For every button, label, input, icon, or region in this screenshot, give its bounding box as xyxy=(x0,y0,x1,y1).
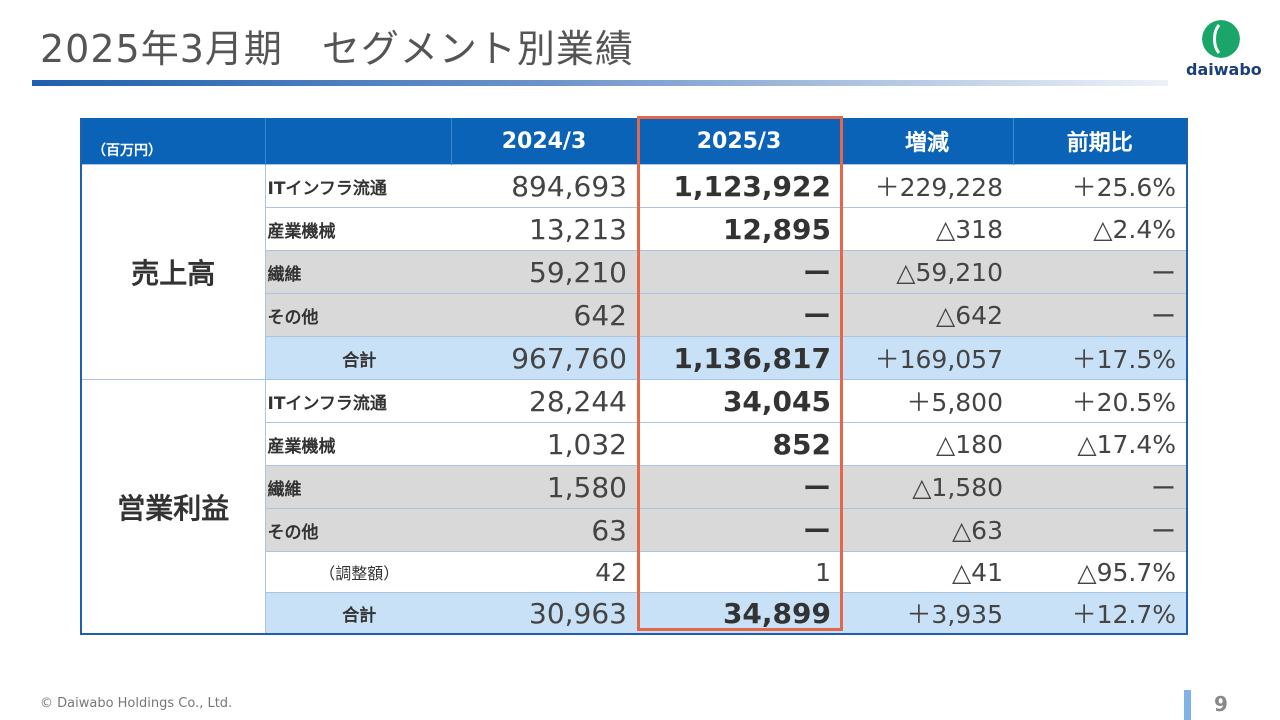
value-2024: 42 xyxy=(451,551,637,593)
value-change: △1,580 xyxy=(841,465,1013,509)
group-sales-label: 売上高 xyxy=(81,164,266,380)
row-label: 繊維 xyxy=(265,250,451,294)
row-label: ITインフラ流通 xyxy=(265,164,451,208)
value-2024: 28,244 xyxy=(451,379,637,423)
table-row-total: 合計 30,963 34,899 ＋3,935 ＋12.7% xyxy=(81,592,1187,634)
header-2024: 2024/3 xyxy=(451,118,638,165)
value-2025: 1,136,817 xyxy=(637,336,841,380)
unit-label: （百万円） xyxy=(81,118,266,165)
value-change: △41 xyxy=(841,551,1013,593)
table-row: 繊維 1,580 ー △1,580 ー xyxy=(81,465,1187,509)
value-ratio: △2.4% xyxy=(1013,207,1187,251)
row-label: 合計 xyxy=(265,592,451,634)
value-2024: 1,580 xyxy=(451,465,637,509)
value-change: △180 xyxy=(841,422,1013,466)
table-row: 繊維 59,210 ー △59,210 ー xyxy=(81,250,1187,294)
row-label: ITインフラ流通 xyxy=(265,379,451,423)
value-ratio: ー xyxy=(1013,508,1187,552)
value-2025: ー xyxy=(637,293,841,337)
value-2024: 1,032 xyxy=(451,422,637,466)
value-2024: 894,693 xyxy=(451,164,637,208)
value-change: ＋229,228 xyxy=(841,164,1013,208)
table-row-adjustment: （調整額） 42 1 △41 △95.7% xyxy=(81,551,1187,593)
value-2025: ー xyxy=(637,508,841,552)
table-row: その他 642 ー △642 ー xyxy=(81,293,1187,337)
header-change: 増減 xyxy=(841,118,1014,165)
table-row: 産業機械 1,032 852 △180 △17.4% xyxy=(81,422,1187,466)
value-ratio: △17.4% xyxy=(1013,422,1187,466)
value-2025: 1,123,922 xyxy=(637,164,841,208)
group-operating-income-label: 営業利益 xyxy=(81,379,266,634)
header-2025: 2025/3 xyxy=(637,118,842,165)
value-change: ＋169,057 xyxy=(841,336,1013,380)
value-2024: 30,963 xyxy=(451,592,637,634)
table-row: その他 63 ー △63 ー xyxy=(81,508,1187,552)
logo-text: daiwabo xyxy=(1186,60,1262,79)
daiwabo-logo-icon xyxy=(1202,20,1240,58)
header-blank xyxy=(265,118,452,165)
row-label: （調整額） xyxy=(265,551,451,593)
value-2024: 59,210 xyxy=(451,250,637,294)
segment-results-table: （百万円） 2024/3 2025/3 増減 前期比 売上高 ITインフラ流通 … xyxy=(80,118,1188,635)
row-label: 産業機械 xyxy=(265,207,451,251)
value-2024: 967,760 xyxy=(451,336,637,380)
table-row-total: 合計 967,760 1,136,817 ＋169,057 ＋17.5% xyxy=(81,336,1187,380)
row-label: 合計 xyxy=(265,336,451,380)
value-2025: 34,045 xyxy=(637,379,841,423)
row-label: 産業機械 xyxy=(265,422,451,466)
value-change: △318 xyxy=(841,207,1013,251)
value-2025: 1 xyxy=(637,551,841,593)
table-row: 産業機械 13,213 12,895 △318 △2.4% xyxy=(81,207,1187,251)
value-ratio: ＋12.7% xyxy=(1013,592,1187,634)
page-number: 9 xyxy=(1214,692,1228,716)
value-2024: 642 xyxy=(451,293,637,337)
title-underline xyxy=(32,80,1168,86)
value-change: ＋5,800 xyxy=(841,379,1013,423)
value-ratio: ー xyxy=(1013,465,1187,509)
value-change: ＋3,935 xyxy=(841,592,1013,634)
value-change: △642 xyxy=(841,293,1013,337)
value-2025: ー xyxy=(637,250,841,294)
value-2025: ー xyxy=(637,465,841,509)
value-2024: 63 xyxy=(451,508,637,552)
copyright-text: © Daiwabo Holdings Co., Ltd. xyxy=(40,696,233,711)
value-2025: 34,899 xyxy=(637,592,841,634)
value-ratio: ＋20.5% xyxy=(1013,379,1187,423)
row-label: その他 xyxy=(265,293,451,337)
value-ratio: ＋17.5% xyxy=(1013,336,1187,380)
table-row: 売上高 ITインフラ流通 894,693 1,123,922 ＋229,228 … xyxy=(81,164,1187,380)
page-number-bar xyxy=(1184,690,1191,720)
row-label: 繊維 xyxy=(265,465,451,509)
value-ratio: ー xyxy=(1013,293,1187,337)
value-change: △63 xyxy=(841,508,1013,552)
value-ratio: △95.7% xyxy=(1013,551,1187,593)
page-title: 2025年3月期 セグメント別業績 xyxy=(40,27,634,71)
company-logo: daiwabo xyxy=(1186,20,1262,80)
table-row: 営業利益 ITインフラ流通 28,244 34,045 ＋5,800 ＋20.5… xyxy=(81,379,1187,634)
value-ratio: ー xyxy=(1013,250,1187,294)
row-label: その他 xyxy=(265,508,451,552)
table-header-row: （百万円） 2024/3 2025/3 増減 前期比 xyxy=(81,118,1188,165)
value-ratio: ＋25.6% xyxy=(1013,164,1187,208)
value-2025: 852 xyxy=(637,422,841,466)
header-ratio: 前期比 xyxy=(1013,118,1188,165)
value-2024: 13,213 xyxy=(451,207,637,251)
value-2025: 12,895 xyxy=(637,207,841,251)
value-change: △59,210 xyxy=(841,250,1013,294)
